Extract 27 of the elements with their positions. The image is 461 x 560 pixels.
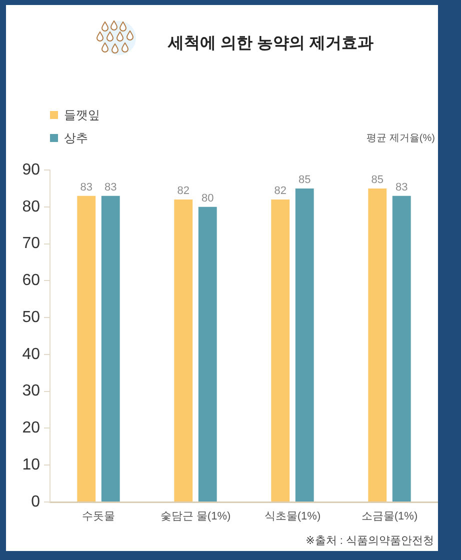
text: ※출처 : 식품의약품안전청 [306, 534, 434, 548]
x-tick-label: 수돗물 [82, 510, 115, 523]
y-tick-label: 20 [22, 420, 40, 437]
data-label: 83 [396, 181, 408, 194]
chart-title: 세척에 의한 농약의 제거효과 [168, 34, 374, 54]
y-tick-label: 50 [22, 308, 40, 326]
x-tick-label: 숯담근 물(1%) [160, 510, 231, 523]
legend-label: 들깻잎 [64, 108, 100, 122]
y-tick-label: 90 [22, 161, 40, 178]
y-tick-label: 70 [22, 235, 40, 252]
y-tick-label: 0 [31, 493, 40, 510]
x-tick-label: 식초물(1%) [264, 510, 321, 523]
y-tick-label: 40 [22, 346, 40, 363]
y-axis-title: 평균 제거율(%) [366, 132, 435, 145]
data-label: 83 [104, 181, 117, 194]
data-label: 85 [371, 174, 384, 186]
data-label: 80 [202, 192, 214, 204]
data-label: 85 [298, 174, 311, 186]
y-tick-label: 80 [22, 198, 40, 216]
data-label: 82 [274, 185, 286, 198]
y-tick-label: 10 [22, 456, 40, 474]
data-label: 83 [80, 181, 92, 194]
legend-label: 상추 [64, 131, 88, 145]
data-label: 82 [177, 185, 190, 198]
y-tick-label: 30 [22, 382, 40, 400]
y-tick-label: 60 [22, 272, 40, 290]
x-tick-label: 소금물(1%) [361, 510, 418, 523]
